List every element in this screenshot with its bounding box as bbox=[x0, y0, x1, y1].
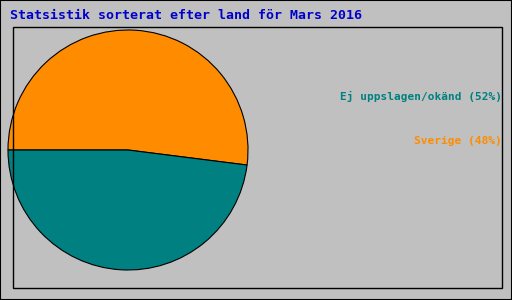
Text: Statsistik sorterat efter land för Mars 2016: Statsistik sorterat efter land för Mars … bbox=[10, 9, 362, 22]
Text: Sverige (48%): Sverige (48%) bbox=[414, 136, 502, 146]
Wedge shape bbox=[8, 30, 248, 165]
Text: Ej uppslagen/okänd (52%): Ej uppslagen/okänd (52%) bbox=[340, 91, 502, 101]
Wedge shape bbox=[8, 150, 247, 270]
